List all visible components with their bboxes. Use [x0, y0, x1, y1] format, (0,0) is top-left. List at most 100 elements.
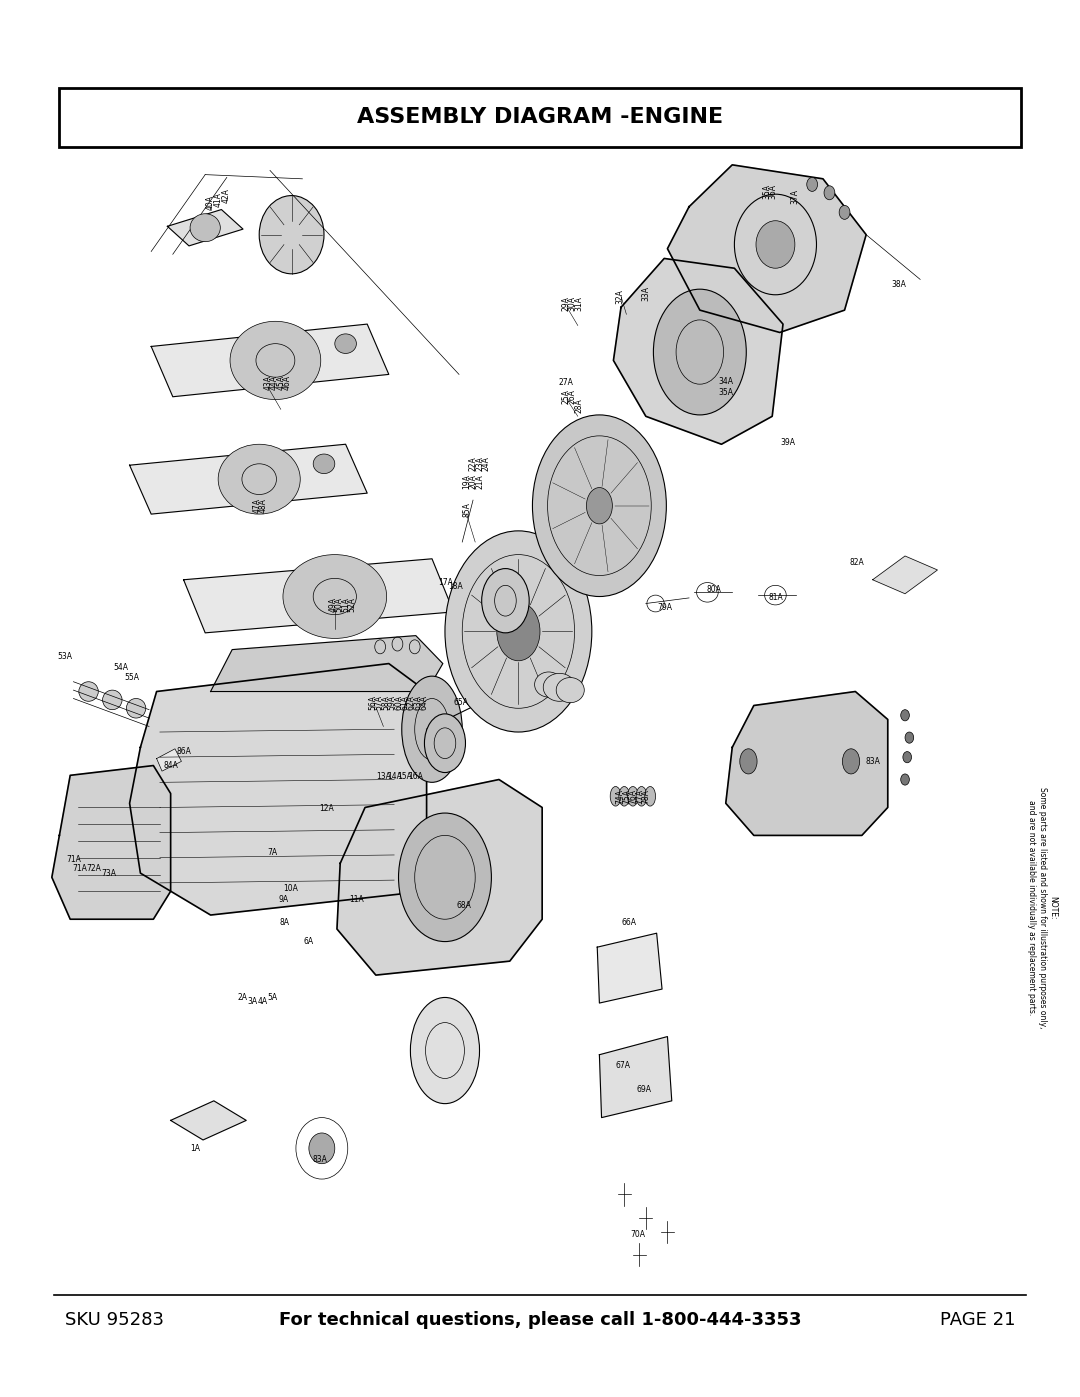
Text: 25A: 25A	[562, 390, 570, 404]
Text: 83A: 83A	[312, 1155, 327, 1164]
Text: 38A: 38A	[891, 281, 906, 289]
Ellipse shape	[283, 555, 387, 638]
Ellipse shape	[335, 334, 356, 353]
Text: 64A: 64A	[420, 696, 429, 710]
Text: 12A: 12A	[319, 805, 334, 813]
Text: 28A: 28A	[575, 398, 583, 412]
Text: 51A: 51A	[341, 598, 350, 612]
Text: 56A: 56A	[368, 696, 377, 710]
Text: 83A: 83A	[865, 757, 880, 766]
Ellipse shape	[309, 1133, 335, 1164]
Text: 37A: 37A	[791, 190, 799, 204]
Ellipse shape	[756, 221, 795, 268]
Text: 16A: 16A	[408, 773, 423, 781]
Ellipse shape	[190, 214, 220, 242]
Text: 49A: 49A	[328, 598, 337, 612]
Ellipse shape	[627, 787, 638, 806]
Polygon shape	[130, 444, 367, 514]
Text: 81A: 81A	[768, 594, 783, 602]
Text: 59A: 59A	[388, 696, 396, 710]
Text: 80A: 80A	[706, 585, 721, 594]
Text: 50A: 50A	[335, 598, 343, 612]
Polygon shape	[873, 556, 937, 594]
Polygon shape	[157, 749, 181, 771]
Polygon shape	[171, 1101, 246, 1140]
Text: 9A: 9A	[279, 895, 289, 904]
Text: 46A: 46A	[283, 376, 292, 390]
Text: 3A: 3A	[247, 997, 258, 1006]
Ellipse shape	[497, 602, 540, 661]
Ellipse shape	[482, 569, 529, 633]
Ellipse shape	[740, 749, 757, 774]
Ellipse shape	[259, 196, 324, 274]
Text: 65A: 65A	[454, 698, 469, 707]
Text: 54A: 54A	[113, 664, 129, 672]
Text: 19A: 19A	[462, 475, 471, 489]
Text: 42A: 42A	[221, 189, 230, 203]
Text: 48A: 48A	[259, 499, 268, 513]
Text: 78A: 78A	[642, 789, 650, 803]
Text: 23A: 23A	[475, 457, 484, 471]
Ellipse shape	[535, 672, 563, 697]
Text: 2A: 2A	[238, 993, 248, 1002]
Text: 82A: 82A	[849, 559, 864, 567]
Text: 35A: 35A	[762, 184, 771, 198]
Text: 47A: 47A	[253, 499, 261, 513]
Text: 8A: 8A	[279, 918, 289, 926]
Ellipse shape	[903, 752, 912, 763]
Text: 72A: 72A	[86, 865, 102, 873]
Ellipse shape	[807, 177, 818, 191]
Polygon shape	[184, 559, 454, 633]
Text: ASSEMBLY DIAGRAM -ENGINE: ASSEMBLY DIAGRAM -ENGINE	[356, 108, 724, 127]
Text: 22A: 22A	[469, 457, 477, 471]
Text: 11A: 11A	[349, 895, 364, 904]
Text: For technical questions, please call 1-800-444-3353: For technical questions, please call 1-8…	[279, 1312, 801, 1329]
Ellipse shape	[610, 787, 621, 806]
Text: 31A: 31A	[575, 296, 583, 310]
Text: 4A: 4A	[257, 997, 268, 1006]
Text: 36A: 36A	[769, 184, 778, 198]
Text: 1A: 1A	[190, 1144, 201, 1153]
Text: 71A: 71A	[72, 865, 87, 873]
Text: 76A: 76A	[629, 789, 637, 803]
Polygon shape	[613, 258, 783, 444]
Polygon shape	[167, 210, 243, 246]
Text: 32A: 32A	[616, 289, 624, 303]
Text: 75A: 75A	[622, 789, 631, 803]
Text: 58A: 58A	[381, 696, 390, 710]
Ellipse shape	[645, 787, 656, 806]
Ellipse shape	[905, 732, 914, 743]
Ellipse shape	[653, 289, 746, 415]
Polygon shape	[337, 780, 542, 975]
Text: 15A: 15A	[397, 773, 413, 781]
Text: 68A: 68A	[457, 901, 472, 909]
Text: 33A: 33A	[642, 286, 650, 300]
Polygon shape	[130, 664, 427, 915]
Text: 77A: 77A	[635, 789, 644, 803]
Text: 27A: 27A	[558, 379, 573, 387]
Text: 13A: 13A	[376, 773, 391, 781]
Text: 79A: 79A	[658, 604, 673, 612]
Ellipse shape	[556, 678, 584, 703]
Ellipse shape	[402, 676, 462, 782]
Text: 63A: 63A	[414, 696, 422, 710]
Text: 24A: 24A	[482, 457, 490, 471]
Text: 20A: 20A	[469, 475, 477, 489]
Text: PAGE 21: PAGE 21	[940, 1312, 1015, 1329]
Text: 67A: 67A	[616, 1062, 631, 1070]
Ellipse shape	[103, 690, 122, 710]
Ellipse shape	[901, 774, 909, 785]
Text: 85A: 85A	[462, 503, 471, 517]
Text: 66A: 66A	[621, 918, 636, 926]
Text: 39A: 39A	[781, 439, 796, 447]
Ellipse shape	[126, 698, 146, 718]
Ellipse shape	[901, 710, 909, 721]
Polygon shape	[597, 933, 662, 1003]
Polygon shape	[211, 636, 443, 692]
Ellipse shape	[399, 813, 491, 942]
Text: 55A: 55A	[124, 673, 139, 682]
Ellipse shape	[839, 205, 850, 219]
Ellipse shape	[445, 531, 592, 732]
Ellipse shape	[424, 714, 465, 773]
Ellipse shape	[586, 488, 612, 524]
